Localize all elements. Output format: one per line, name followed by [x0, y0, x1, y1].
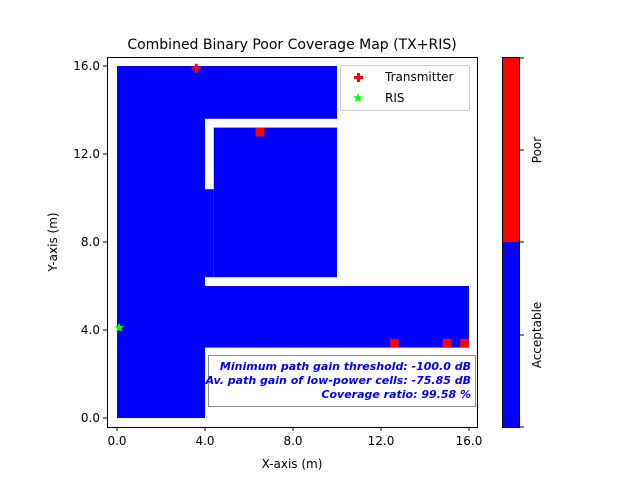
x-tick-label: 8.0 — [283, 434, 302, 448]
poor-cell-3 — [460, 338, 469, 348]
poor-cell-0 — [255, 127, 265, 137]
ris-legend-icon — [353, 93, 363, 102]
x-tick-label: 12.0 — [368, 434, 395, 448]
y-tick-label: 16.0 — [73, 59, 100, 73]
y-tick-label: 4.0 — [81, 323, 100, 337]
transmitter-marker — [191, 63, 201, 73]
legend-ris-label: RIS — [385, 91, 405, 105]
poor-cell-2 — [442, 338, 452, 348]
plot-area — [114, 63, 469, 418]
acceptable-region-0 — [117, 66, 205, 418]
acceptable-region-1 — [205, 66, 337, 119]
x-ticks: 0.0 4.0 8.0 12.0 16.0 — [107, 427, 482, 448]
y-axis-label: Y-axis (m) — [46, 212, 60, 272]
acceptable-region-3 — [205, 189, 214, 278]
x-tick-label: 0.0 — [107, 434, 126, 448]
y-tick-label: 12.0 — [73, 147, 100, 161]
transmitter-legend-icon — [354, 73, 363, 82]
colorbar-label-poor: Poor — [530, 137, 544, 163]
poor-cell-1 — [389, 338, 399, 348]
colorbar-acceptable — [503, 242, 520, 427]
y-ticks: 0.0 4.0 8.0 12.0 16.0 — [73, 59, 107, 425]
colorbar-label-acceptable: Acceptable — [530, 302, 544, 369]
x-tick-label: 4.0 — [195, 434, 214, 448]
legend-transmitter-label: Transmitter — [384, 70, 454, 84]
colorbar-poor — [503, 58, 520, 242]
y-tick-label: 8.0 — [81, 235, 100, 249]
annotation-coverage-ratio: Coverage ratio: 99.58 % — [321, 388, 471, 401]
chart-title: Combined Binary Poor Coverage Map (TX+RI… — [127, 37, 456, 53]
annotation-avg-gain: Av. path gain of low-power cells: -75.85… — [205, 374, 471, 387]
legend-box — [340, 65, 470, 111]
colorbar-ticks — [520, 57, 524, 428]
ris-marker — [114, 322, 124, 332]
colorbar: Poor Acceptable — [502, 57, 544, 428]
annotation-threshold: Minimum path gain threshold: -100.0 dB — [220, 360, 471, 373]
acceptable-region-2 — [213, 127, 337, 278]
legend: Transmitter RIS — [340, 65, 470, 111]
colorbar-frame — [502, 57, 520, 428]
acceptable-region-4 — [205, 286, 469, 348]
annotation-box: Minimum path gain threshold: -100.0 dB A… — [205, 355, 476, 407]
y-tick-label: 0.0 — [81, 411, 100, 425]
x-tick-label: 16.0 — [456, 434, 483, 448]
x-axis-label: X-axis (m) — [262, 457, 323, 471]
